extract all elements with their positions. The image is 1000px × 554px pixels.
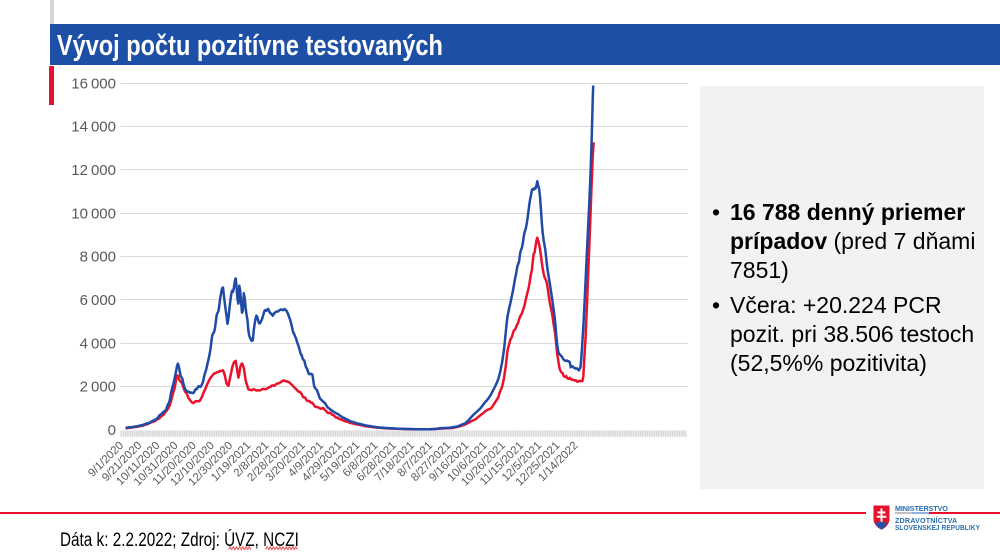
svg-text:4 000: 4 000 (80, 335, 116, 352)
svg-text:14 000: 14 000 (71, 119, 116, 136)
svg-text:12 000: 12 000 (71, 162, 116, 179)
svg-text:16 000: 16 000 (71, 75, 116, 92)
svg-text:0: 0 (108, 422, 116, 439)
svg-text:6 000: 6 000 (80, 292, 116, 309)
svg-text:2 000: 2 000 (80, 379, 116, 396)
svg-text:10 000: 10 000 (71, 205, 116, 222)
svg-text:8 000: 8 000 (80, 249, 116, 266)
